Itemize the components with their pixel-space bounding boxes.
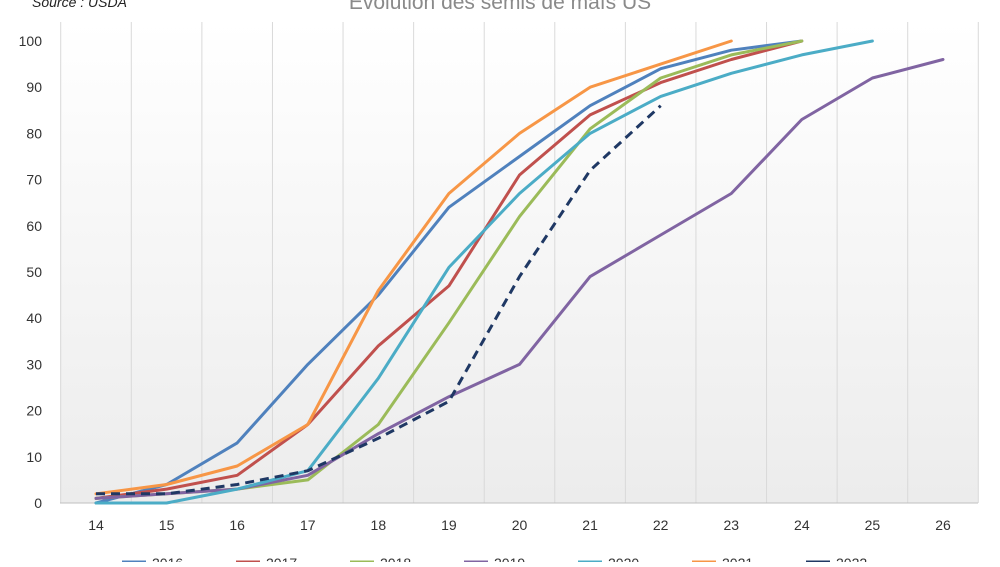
- y-tick-label: 50: [26, 264, 42, 280]
- legend-item-2022: 2022: [806, 555, 867, 567]
- y-tick-label: 90: [26, 79, 42, 95]
- legend-item-2017: 2017: [236, 555, 297, 567]
- source-note: Source : USDA: [32, 0, 127, 10]
- legend-label: 2016: [152, 555, 183, 562]
- x-tick-label: 22: [653, 517, 669, 533]
- x-tick-label: 16: [229, 517, 245, 533]
- x-tick-label: 24: [794, 517, 810, 533]
- legend-label: 2019: [494, 555, 525, 562]
- x-tick-label: 21: [582, 517, 598, 533]
- legend-label: 2022: [836, 555, 867, 562]
- y-tick-label: 60: [26, 218, 42, 234]
- legend-item-2016: 2016: [122, 555, 183, 567]
- x-tick-label: 14: [88, 517, 104, 533]
- x-tick-label: 26: [935, 517, 951, 533]
- y-tick-label: 30: [26, 356, 42, 372]
- y-tick-label: 70: [26, 172, 42, 188]
- legend-label: 2017: [266, 555, 297, 562]
- axes: 0 10 20 30 40 50 60 70 80 90 100 14 15 16 17 18 19 20 21 22…: [19, 33, 978, 533]
- chart-title: Évolution des semis de maïs US: [348, 0, 652, 14]
- y-tick-label: 20: [26, 403, 42, 419]
- series-line-2017: [94, 39, 804, 500]
- x-tick-label: 18: [371, 517, 387, 533]
- legend-item-2020: 2020: [578, 555, 639, 567]
- x-tick-label: 19: [441, 517, 457, 533]
- y-tick-label: 0: [34, 495, 42, 511]
- y-tick-label: 40: [26, 310, 42, 326]
- y-tick-label: 100: [19, 33, 43, 49]
- x-tick-label: 25: [865, 517, 881, 533]
- series-line-2021: [94, 39, 733, 496]
- x-tick-label: 23: [723, 517, 739, 533]
- series-lines: [94, 39, 945, 505]
- series-line-2020: [94, 39, 874, 505]
- x-tick-label: 20: [512, 517, 528, 533]
- x-tick-label: 15: [159, 517, 175, 533]
- x-tick-label: 17: [300, 517, 316, 533]
- series-line-2016: [94, 39, 804, 505]
- legend-label: 2018: [380, 555, 411, 562]
- y-tick-label: 10: [26, 449, 42, 465]
- plot-area: [60, 22, 978, 503]
- series-line-2022: [96, 104, 662, 496]
- legend-item-2018: 2018: [350, 555, 411, 567]
- legend-label: 2020: [608, 555, 639, 562]
- legend-item-2019: 2019: [464, 555, 525, 567]
- y-tick-label: 80: [26, 125, 42, 141]
